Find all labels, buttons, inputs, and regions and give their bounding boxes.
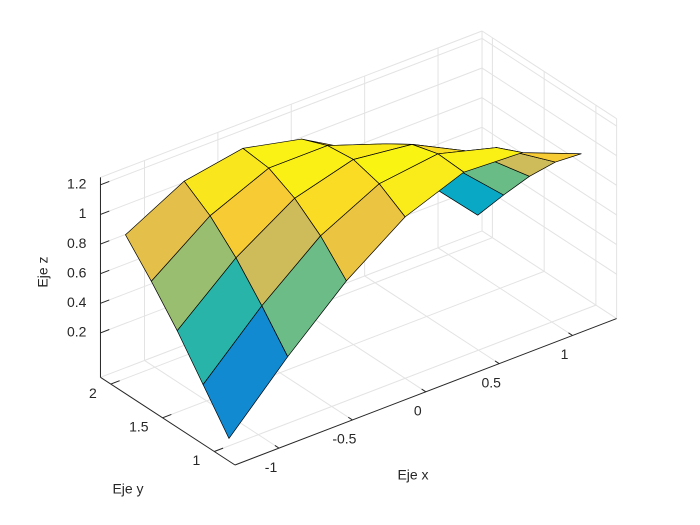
x-tick-label: -1: [265, 459, 278, 475]
z-tick-label: 1.2: [67, 176, 87, 192]
grid-line: [144, 360, 280, 449]
grid-line: [481, 67, 617, 157]
y-tick-label: 1: [193, 452, 201, 468]
x-tick-label: 0.5: [481, 374, 501, 390]
y-tick: [214, 447, 224, 452]
y-axis: [100, 376, 236, 466]
z-tick-label: 0.2: [67, 324, 87, 340]
grid-line: [437, 247, 573, 336]
x-tick: [348, 416, 353, 421]
grid-line: [481, 186, 617, 275]
z-tick-label: 0.6: [67, 264, 87, 280]
y-tick-label: 1.5: [129, 418, 149, 434]
grid-line: [481, 97, 617, 186]
z-tick-label: 0.4: [67, 294, 87, 310]
y-tick: [162, 413, 172, 419]
surface-patch: [202, 305, 289, 439]
y-tick-label: 2: [89, 385, 97, 401]
z-tick: [100, 180, 110, 186]
y-tick: [110, 380, 120, 385]
z-tick: [100, 210, 110, 215]
x-tick: [494, 360, 500, 365]
x-tick-label: 1: [561, 346, 569, 362]
z-tick: [100, 299, 110, 304]
grid-line: [481, 126, 617, 216]
x-axis-label: Eje x: [397, 467, 428, 483]
x-tick: [568, 332, 573, 336]
x-tick-label: 0: [414, 402, 422, 418]
z-tick-label: 1: [79, 205, 87, 221]
x-tick-label: -0.5: [332, 431, 356, 447]
z-tick: [100, 240, 110, 245]
x-tick: [421, 388, 427, 393]
grid-line: [364, 275, 500, 365]
x-tick: [274, 444, 280, 449]
box-edge: [481, 230, 617, 320]
grid-line: [214, 304, 597, 452]
z-tick: [100, 269, 110, 275]
grid-line: [481, 37, 617, 127]
z-axis-label: Eje z: [35, 256, 51, 287]
grid-line: [100, 37, 483, 186]
y-axis-label: Eje y: [112, 481, 143, 497]
z-tick: [100, 329, 110, 334]
z-tick-label: 0.8: [67, 235, 87, 251]
box-edge: [481, 30, 617, 120]
